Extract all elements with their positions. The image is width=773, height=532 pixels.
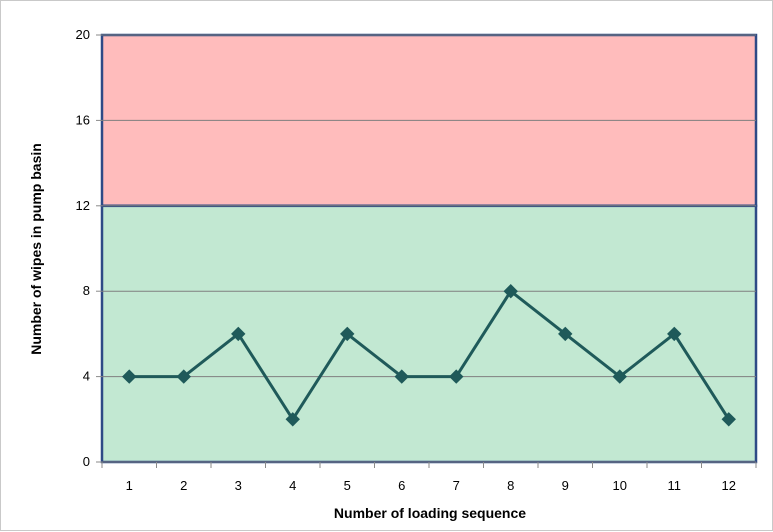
y-tick-label: 16 bbox=[76, 112, 90, 127]
data-point bbox=[285, 412, 300, 427]
x-tick-label: 2 bbox=[180, 478, 187, 493]
axes-layer bbox=[96, 34, 757, 468]
x-tick-label: 7 bbox=[453, 478, 460, 493]
y-tick-label: 4 bbox=[83, 369, 90, 384]
x-tick-label: 3 bbox=[235, 478, 242, 493]
y-axis-title: Number of wipes in pump basin bbox=[28, 143, 44, 355]
x-tick-label: 1 bbox=[126, 478, 133, 493]
data-point bbox=[449, 369, 464, 384]
bands-layer bbox=[100, 33, 758, 464]
data-point bbox=[503, 283, 518, 299]
band-0 bbox=[102, 205, 756, 463]
y-tick-label: 12 bbox=[76, 198, 90, 213]
data-point bbox=[394, 369, 409, 384]
x-tick-label: 8 bbox=[507, 478, 514, 493]
x-axis-title: Number of loading sequence bbox=[334, 505, 526, 521]
data-point bbox=[721, 412, 736, 427]
x-tick-label: 6 bbox=[398, 478, 405, 493]
data-point bbox=[612, 369, 627, 384]
x-tick-label: 10 bbox=[613, 478, 627, 493]
data-point bbox=[176, 369, 191, 384]
data-point bbox=[231, 326, 246, 342]
x-tick-label: 11 bbox=[668, 478, 682, 493]
x-tick-label: 4 bbox=[289, 478, 296, 493]
data-point bbox=[667, 326, 682, 342]
x-tick-label: 9 bbox=[562, 478, 569, 493]
series-layer bbox=[122, 283, 736, 427]
x-tick-label: 5 bbox=[344, 478, 351, 493]
data-point bbox=[122, 369, 137, 384]
data-point bbox=[340, 326, 355, 342]
y-tick-label: 20 bbox=[76, 27, 90, 42]
x-tick-label: 12 bbox=[722, 478, 736, 493]
y-tick-label: 8 bbox=[83, 283, 90, 298]
y-tick-label: 0 bbox=[83, 454, 90, 469]
series-line-0 bbox=[129, 289, 731, 421]
data-point bbox=[558, 326, 573, 342]
